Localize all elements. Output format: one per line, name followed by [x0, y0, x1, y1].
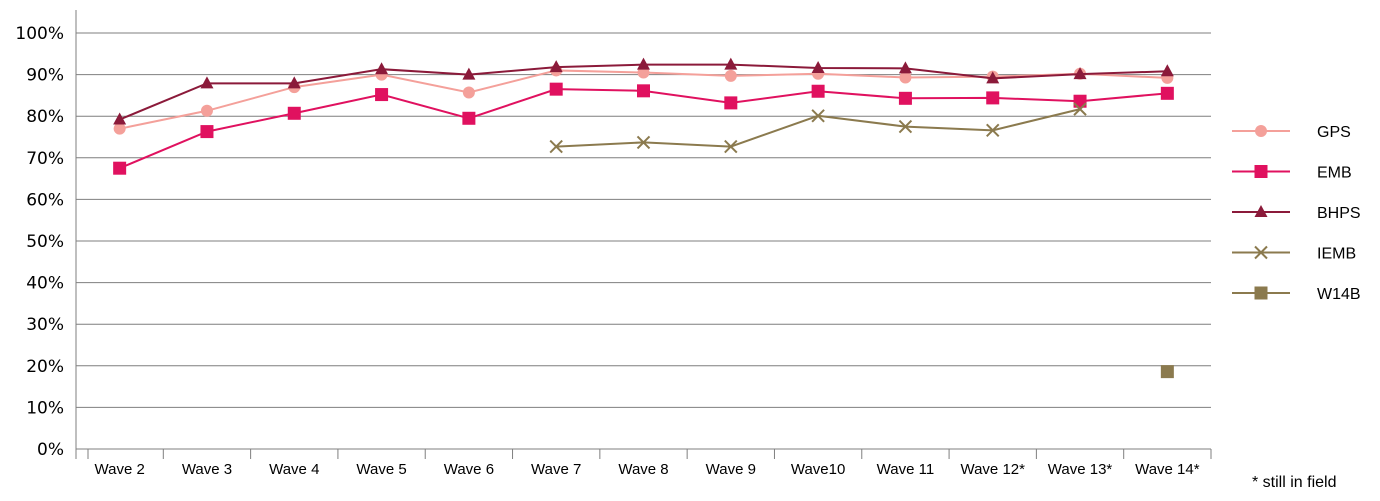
- legend-marker: [1255, 287, 1268, 300]
- data-point: [986, 91, 999, 104]
- y-tick-label: 50%: [26, 232, 64, 252]
- series: [113, 58, 1174, 379]
- legend-label: BHPS: [1317, 205, 1361, 222]
- legend-label: IEMB: [1317, 246, 1356, 263]
- legend-item-emb: EMB: [1232, 165, 1352, 182]
- data-point: [375, 88, 388, 101]
- legend-item-iemb: IEMB: [1232, 246, 1356, 263]
- x-tick-label: Wave 2: [95, 461, 145, 478]
- x-tick-label: Wave 13*: [1048, 461, 1113, 478]
- y-tick-label: 60%: [26, 190, 64, 210]
- data-point: [375, 62, 388, 74]
- x-tick-label: Wave 7: [531, 461, 581, 478]
- y-tick-label: 0%: [37, 440, 64, 460]
- x-tick-label: Wave10: [791, 461, 845, 478]
- x-tick-label: Wave 14*: [1135, 461, 1200, 478]
- legend-item-bhps: BHPS: [1232, 205, 1361, 222]
- data-point: [288, 107, 301, 120]
- legend-item-w14b: W14B: [1232, 286, 1361, 303]
- data-point: [725, 70, 737, 82]
- data-point: [899, 92, 912, 105]
- x-tick-label: Wave 12*: [960, 461, 1025, 478]
- series-emb: [113, 83, 1174, 175]
- legend-item-gps: GPS: [1232, 124, 1351, 141]
- data-point: [462, 112, 475, 125]
- x-tick-label: Wave 5: [356, 461, 406, 478]
- x-tick-label: Wave 3: [182, 461, 232, 478]
- legend-label: EMB: [1317, 165, 1352, 182]
- legend: GPS EMB BHPS IEMB W14B: [1232, 124, 1361, 303]
- data-point: [200, 125, 213, 138]
- data-point: [550, 83, 563, 96]
- legend-marker: [1255, 125, 1267, 137]
- y-tick-label: 90%: [26, 66, 64, 86]
- data-point: [724, 96, 737, 109]
- y-tick-label: 30%: [26, 315, 64, 335]
- data-point: [1161, 365, 1174, 378]
- legend-label: GPS: [1317, 124, 1351, 141]
- series-w14b: [1161, 365, 1174, 378]
- data-point: [1161, 64, 1174, 76]
- y-tick-label: 40%: [26, 274, 64, 294]
- x-tick-label: Wave 4: [269, 461, 319, 478]
- data-point: [201, 105, 213, 117]
- y-tick-label: 100%: [15, 24, 64, 44]
- y-axis-ticks: 0% 10% 20% 30% 40% 50% 60% 70% 80% 90% 100%: [15, 24, 64, 460]
- legend-marker: [1255, 165, 1268, 178]
- data-point: [113, 162, 126, 175]
- data-point: [463, 86, 475, 98]
- series-line: [120, 89, 1168, 168]
- data-point: [637, 84, 650, 97]
- legend-label: W14B: [1317, 286, 1361, 303]
- y-tick-label: 70%: [26, 149, 64, 169]
- series-iemb: [550, 103, 1086, 152]
- footnote: * still in field: [1252, 474, 1336, 492]
- y-tick-label: 80%: [26, 107, 64, 127]
- y-tick-label: 20%: [26, 357, 64, 377]
- x-tick-label: Wave 9: [706, 461, 756, 478]
- x-tick-label: Wave 8: [618, 461, 668, 478]
- x-tick-label: Wave 11: [877, 461, 935, 478]
- data-point: [812, 85, 825, 98]
- x-tick-label: Wave 6: [444, 461, 494, 478]
- y-tick-label: 10%: [26, 398, 64, 418]
- x-axis-ticks: Wave 2 Wave 3 Wave 4 Wave 5 Wave 6 Wave 7 Wave…: [88, 449, 1211, 478]
- data-point: [1161, 87, 1174, 100]
